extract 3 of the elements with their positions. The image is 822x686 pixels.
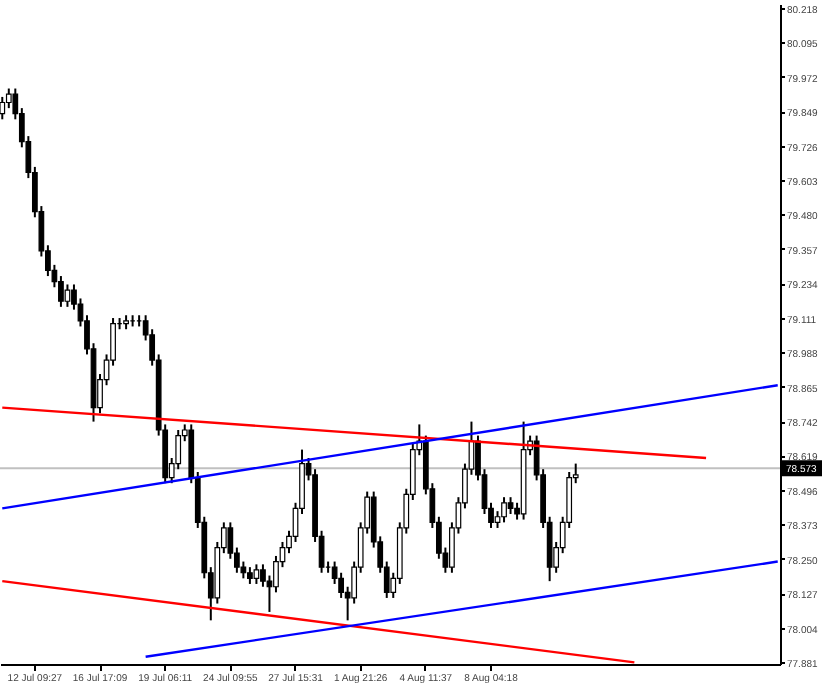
candlestick [64, 283, 71, 308]
candlestick [501, 496, 507, 524]
candlestick [253, 563, 260, 585]
